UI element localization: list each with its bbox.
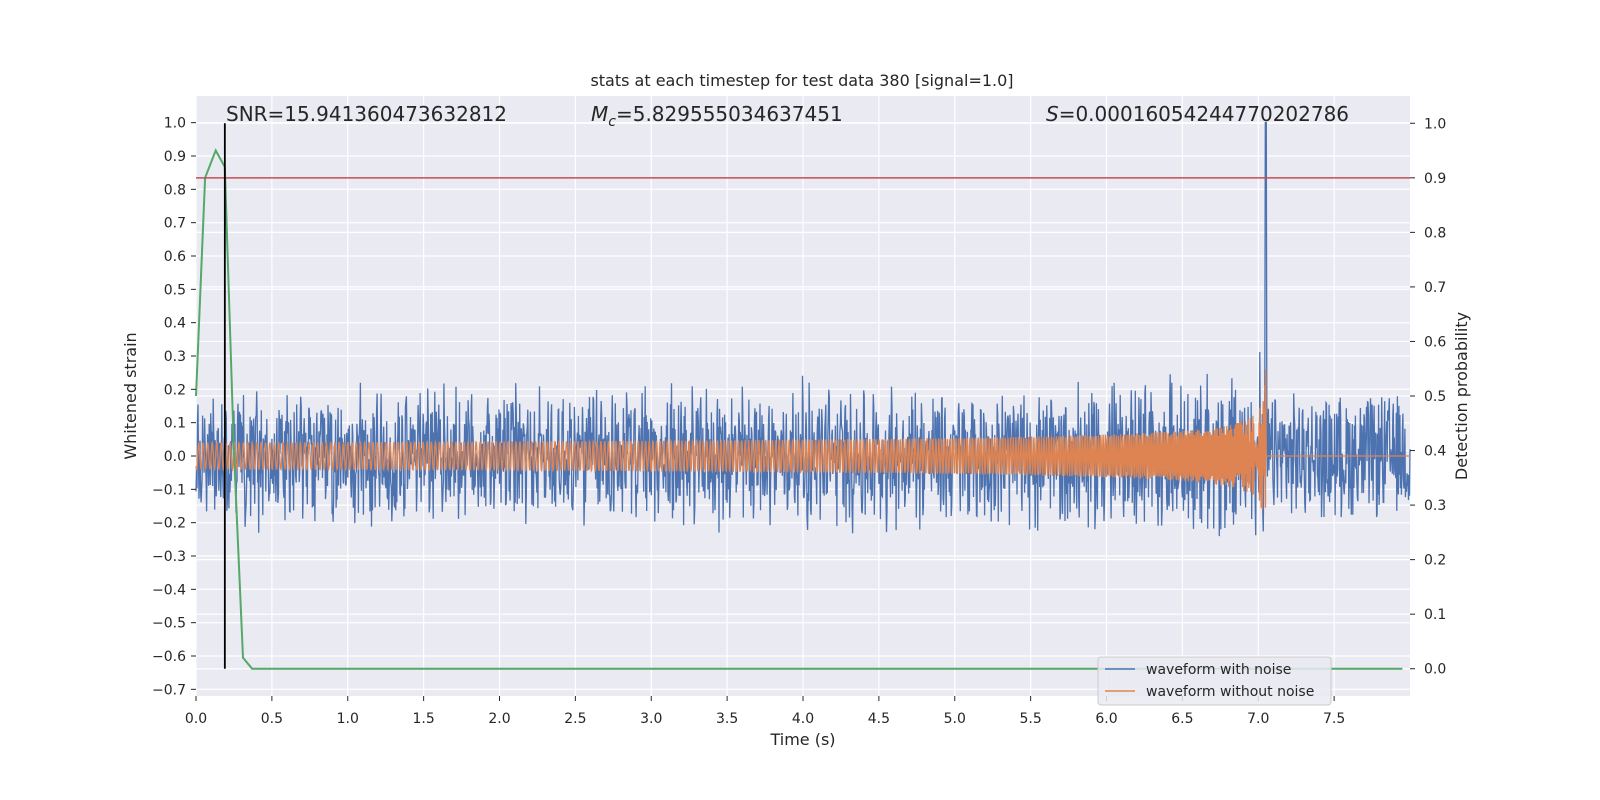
- right-tick-label: 0.8: [1424, 225, 1446, 241]
- right-tick-label: 0.7: [1424, 280, 1446, 296]
- mc-value: =5.829555034637451: [616, 102, 843, 126]
- right-tick-label: 0.1: [1424, 607, 1446, 623]
- right-tick-label: 1.0: [1424, 116, 1446, 132]
- legend: waveform with noise waveform without noi…: [1097, 656, 1332, 706]
- x-tick-label: 3.5: [716, 711, 738, 727]
- x-tick-label: 4.5: [868, 711, 890, 727]
- legend-label-without-noise: waveform without noise: [1146, 684, 1314, 700]
- x-tick-label: 0.5: [261, 711, 283, 727]
- waveform-with-noise-line: [195, 122, 1411, 537]
- chirp-mass-annotation: Mc=5.829555034637451: [591, 102, 843, 130]
- x-tick-label: 7.5: [1323, 711, 1345, 727]
- chart-title: stats at each timestep for test data 380…: [590, 71, 1013, 90]
- right-tick-label: 0.5: [1424, 389, 1446, 405]
- x-tick-label: 5.5: [1019, 711, 1041, 727]
- waveform-without-noise-line: [195, 369, 1410, 510]
- x-tick-label: 7.0: [1247, 711, 1269, 727]
- x-axis: 0.0 0.5 1.0 1.5 2.0 2.5 3.0 3.5 4.0 4.5 5.0 5.5 6.0 6…: [185, 696, 1345, 727]
- x-tick-label: 6.5: [1171, 711, 1193, 727]
- right-y-axis: 0.0 0.1 0.2 0.3 0.4 0.5 0.6 0.7 0.8 0.9 1.0: [1410, 116, 1446, 678]
- right-tick-label: 0.6: [1424, 334, 1446, 350]
- x-tick-label: 2.5: [564, 711, 586, 727]
- overlay-lines: [196, 123, 1410, 669]
- x-tick-label: 4.0: [792, 711, 814, 727]
- left-tick-label: 0.0: [164, 449, 186, 465]
- right-tick-label: 0.9: [1424, 171, 1446, 187]
- x-tick-label: 1.0: [337, 711, 359, 727]
- right-tick-label: 0.4: [1424, 444, 1446, 460]
- s-symbol: S: [1046, 102, 1059, 126]
- legend-label-with-noise: waveform with noise: [1146, 662, 1291, 678]
- left-tick-label: −0.1: [152, 482, 186, 498]
- left-tick-label: 0.8: [164, 182, 186, 198]
- snr-annotation: SNR=15.941360473632812: [226, 102, 507, 126]
- series-detection-probability: [195, 148, 1403, 670]
- y-axis-label: Whitened strain: [121, 332, 140, 459]
- left-tick-label: 0.7: [164, 216, 186, 232]
- left-tick-label: −0.7: [152, 682, 186, 698]
- left-tick-label: 0.6: [164, 249, 186, 265]
- x-tick-label: 6.0: [1095, 711, 1117, 727]
- left-tick-label: −0.2: [152, 516, 186, 532]
- s-annotation: S=0.00016054244770202786: [1046, 102, 1349, 126]
- mc-subscript: c: [608, 114, 616, 130]
- right-tick-label: 0.2: [1424, 553, 1446, 569]
- series-waveform-with-noise: [195, 122, 1411, 537]
- left-tick-label: −0.4: [152, 582, 186, 598]
- x-tick-label: 3.0: [640, 711, 662, 727]
- detection-probability-line: [195, 148, 1403, 670]
- mc-symbol: M: [591, 102, 608, 126]
- left-tick-label: 0.9: [164, 149, 186, 165]
- x-tick-label: 5.0: [944, 711, 966, 727]
- left-tick-label: 0.5: [164, 282, 186, 298]
- x-tick-label: 1.5: [412, 711, 434, 727]
- left-tick-label: 0.1: [164, 416, 186, 432]
- legend-box: [1097, 656, 1332, 706]
- x-tick-label: 2.0: [488, 711, 510, 727]
- right-tick-label: 0.3: [1424, 498, 1446, 514]
- left-tick-label: −0.3: [152, 549, 186, 565]
- x-axis-label: Time (s): [769, 730, 835, 749]
- y-right-axis-label: Detection probability: [1452, 312, 1471, 480]
- left-tick-label: 0.4: [164, 316, 186, 332]
- series-waveform-without-noise: [195, 369, 1410, 510]
- s-value: =0.00016054244770202786: [1059, 102, 1349, 126]
- left-tick-label: 0.3: [164, 349, 186, 365]
- left-tick-label: −0.6: [152, 649, 186, 665]
- right-tick-label: 0.0: [1424, 662, 1446, 678]
- left-tick-label: 0.2: [164, 382, 186, 398]
- x-tick-label: 0.0: [185, 711, 207, 727]
- left-tick-label: −0.5: [152, 616, 186, 632]
- left-tick-label: 1.0: [164, 116, 186, 132]
- left-y-axis: −0.7 −0.6 −0.5 −0.4 −0.3 −0.2 −0.1 0.0 0.1 0.2 0.3…: [152, 116, 196, 698]
